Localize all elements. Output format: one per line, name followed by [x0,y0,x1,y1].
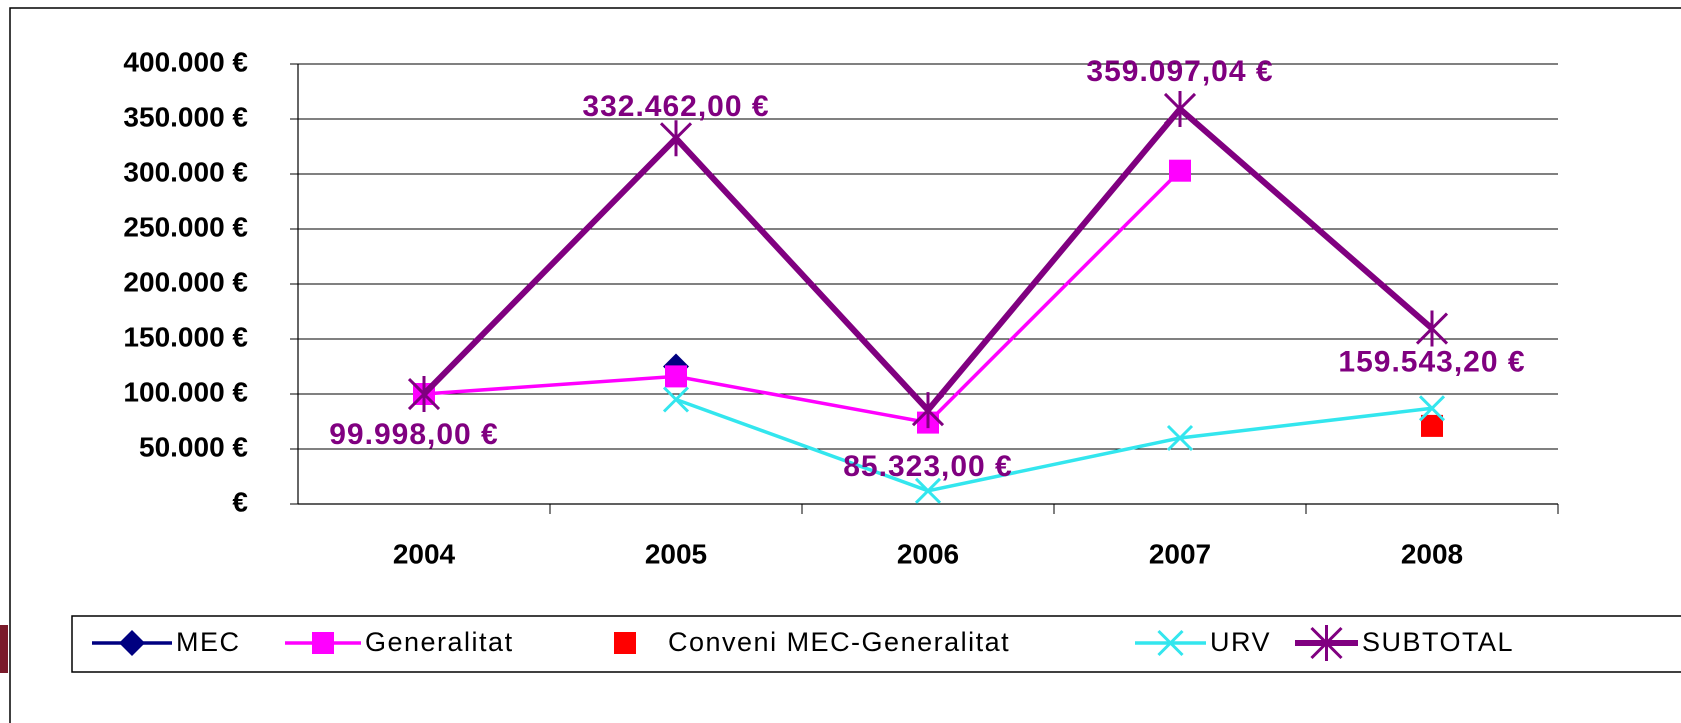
chart-frame [9,7,1681,723]
marker [662,386,690,413]
marker [119,630,145,656]
y-tick-label: 50.000 € [139,431,248,462]
legend-label: URV [1210,627,1271,657]
series-line [423,169,1182,425]
marker [1157,629,1184,657]
marker [1418,395,1446,422]
x-tick-label: 2006 [897,538,959,569]
marker [1310,625,1343,661]
marker [911,392,945,429]
y-tick-label: 300.000 € [123,156,248,187]
x-tick-label: 2007 [1149,538,1211,569]
marker [614,632,636,654]
marker [312,632,334,654]
marker [407,376,441,413]
legend-label: Generalitat [365,627,514,657]
marker [914,477,942,504]
legend-label: SUBTOTAL [1362,627,1514,657]
data-label: 99.998,00 € [329,418,498,451]
y-tick-label: 250.000 € [123,211,248,242]
legend-label: Conveni MEC-Generalitat [668,627,1010,657]
marker [665,365,687,388]
y-tick-label: 150.000 € [123,321,248,352]
x-tick-label: 2008 [1401,538,1463,569]
data-label: 159.543,20 € [1338,345,1525,378]
marker [1421,414,1443,437]
side-strip [0,625,8,673]
marker [1163,90,1197,127]
marker [659,120,693,157]
x-tick-label: 2004 [393,538,456,569]
data-label: 332.462,00 € [582,90,769,123]
data-label: 359.097,04 € [1086,55,1273,88]
y-tick-label: 350.000 € [123,101,248,132]
y-tick-label: € [232,486,248,517]
marker [1166,424,1194,452]
data-label: 85.323,00 € [843,450,1012,483]
series-line [675,397,1433,493]
x-tick-label: 2005 [645,538,707,569]
marker [1415,310,1449,347]
y-tick-label: 100.000 € [123,376,248,407]
y-tick-label: 200.000 € [123,266,248,297]
y-tick-label: 400.000 € [123,46,248,77]
marker [1169,159,1191,182]
legend-label: MEC [176,627,241,657]
